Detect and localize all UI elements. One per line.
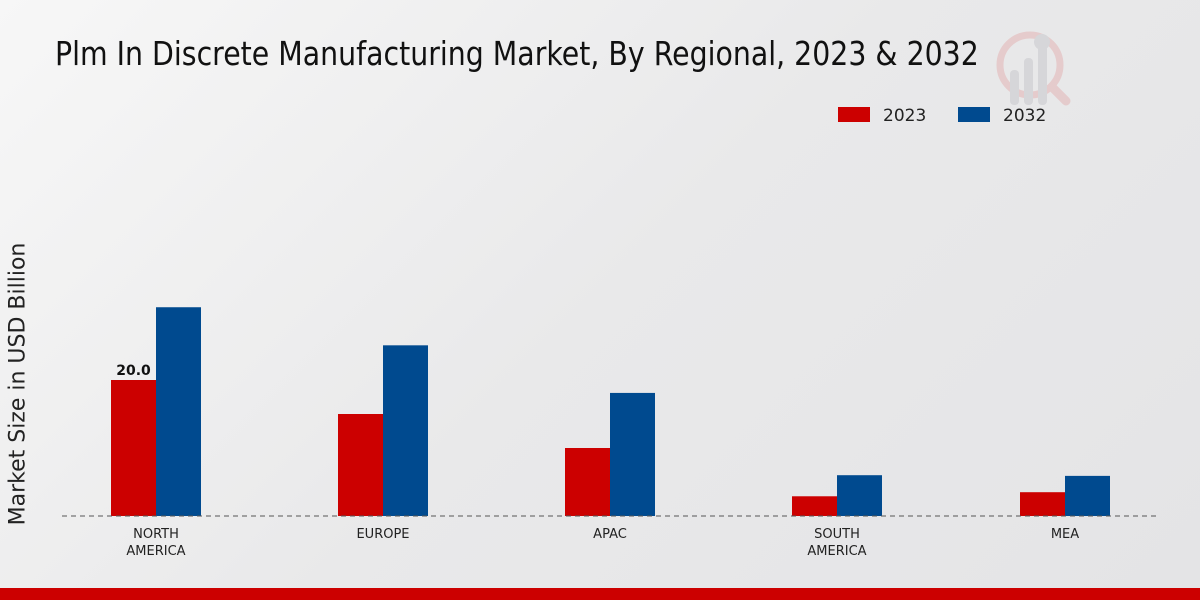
x-tick-label: MEA [1051,527,1079,542]
watermark-logo-icon [996,31,1071,106]
data-label: 20.0 [116,363,151,379]
x-tick-label: NORTH AMERICA [126,527,185,559]
x-tick-labels: NORTH AMERICA EUROPE APAC SOUTH AMERICA MEA [126,527,1079,559]
legend: 2023 2032 [838,106,1046,126]
legend-swatch-2023 [838,107,870,122]
legend-swatch-2032 [958,107,990,122]
legend-label-2032: 2032 [1003,106,1046,126]
bar-2032-0 [156,307,201,516]
bar-2032-4 [1065,475,1110,516]
bar-2023-1 [338,414,383,516]
bar-2032-3 [837,475,882,516]
x-tick-label: EUROPE [356,527,409,542]
x-tick-label: APAC [593,527,627,542]
bar-2023-0 [111,380,156,516]
footer-bar [0,588,1200,600]
legend-label-2023: 2023 [883,106,926,126]
bars: 20.0 [111,307,1110,516]
chart-title: Plm In Discrete Manufacturing Market, By… [55,34,979,73]
bar-2032-2 [610,392,655,516]
bar-2023-4 [1020,492,1065,516]
bar-2023-3 [792,496,837,516]
bar-2023-2 [565,448,610,516]
x-tick-label: SOUTH AMERICA [807,527,866,559]
bar-2032-1 [383,345,428,516]
